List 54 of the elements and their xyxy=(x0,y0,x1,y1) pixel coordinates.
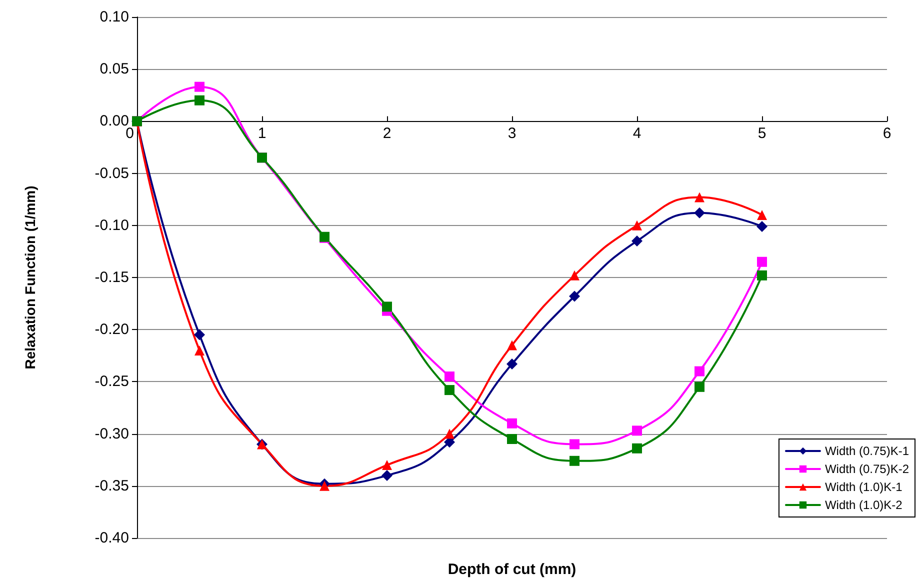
x-tick-label: 5 xyxy=(758,125,766,142)
x-tick-label: 0 xyxy=(126,125,134,142)
point xyxy=(194,95,204,106)
y-tick-label: 0.05 xyxy=(100,60,129,78)
y-tick-label: -0.40 xyxy=(94,530,129,546)
x-axis-title: Depth of cut (mm) xyxy=(448,561,576,578)
point xyxy=(320,480,330,491)
point xyxy=(444,428,454,439)
point xyxy=(632,426,642,436)
point xyxy=(570,456,580,466)
y-tick-label: -0.35 xyxy=(94,477,129,494)
x-tick-label: 3 xyxy=(508,125,516,142)
y-tick-label: -0.10 xyxy=(94,216,129,234)
x-tick-label: 4 xyxy=(632,125,642,142)
y-tick-label: -0.15 xyxy=(94,269,129,286)
point xyxy=(694,366,704,376)
point xyxy=(632,220,642,230)
point xyxy=(694,192,704,202)
point xyxy=(444,385,454,396)
point xyxy=(507,340,517,350)
y-tick-label: -0.20 xyxy=(94,321,129,338)
point xyxy=(570,270,580,280)
point xyxy=(382,460,392,470)
x-tick-label: 1 xyxy=(258,125,266,142)
point xyxy=(570,439,580,450)
point xyxy=(444,371,454,382)
point xyxy=(757,210,767,220)
point xyxy=(632,236,642,247)
point xyxy=(194,329,205,340)
y-tick-label: -0.05 xyxy=(94,164,129,182)
point xyxy=(194,82,204,92)
y-tick-label: 0.10 xyxy=(100,8,129,26)
point xyxy=(569,290,580,302)
y-axis-title: Relaxation Function (1/mm) xyxy=(22,186,38,370)
point xyxy=(694,382,704,392)
point xyxy=(632,443,642,454)
point xyxy=(382,470,392,481)
point xyxy=(382,302,392,312)
y-tick-label: -0.30 xyxy=(94,425,129,442)
legend-label: Width (0.75)K-2 xyxy=(824,462,910,476)
point xyxy=(507,434,517,444)
legend-label: Width (1.0)K-2 xyxy=(824,498,903,512)
point xyxy=(757,270,767,280)
point xyxy=(757,256,767,267)
point xyxy=(507,418,517,428)
point xyxy=(194,345,204,356)
x-tick-label: 6 xyxy=(882,125,892,142)
legend-label: Width (1.0)K-1 xyxy=(824,480,903,494)
point xyxy=(694,207,705,218)
y-tick-label: -0.25 xyxy=(94,373,129,390)
x-tick-label: 2 xyxy=(382,125,392,142)
legend-label: Width (0.75)K-1 xyxy=(824,444,910,458)
point xyxy=(756,220,768,232)
point xyxy=(506,358,518,370)
